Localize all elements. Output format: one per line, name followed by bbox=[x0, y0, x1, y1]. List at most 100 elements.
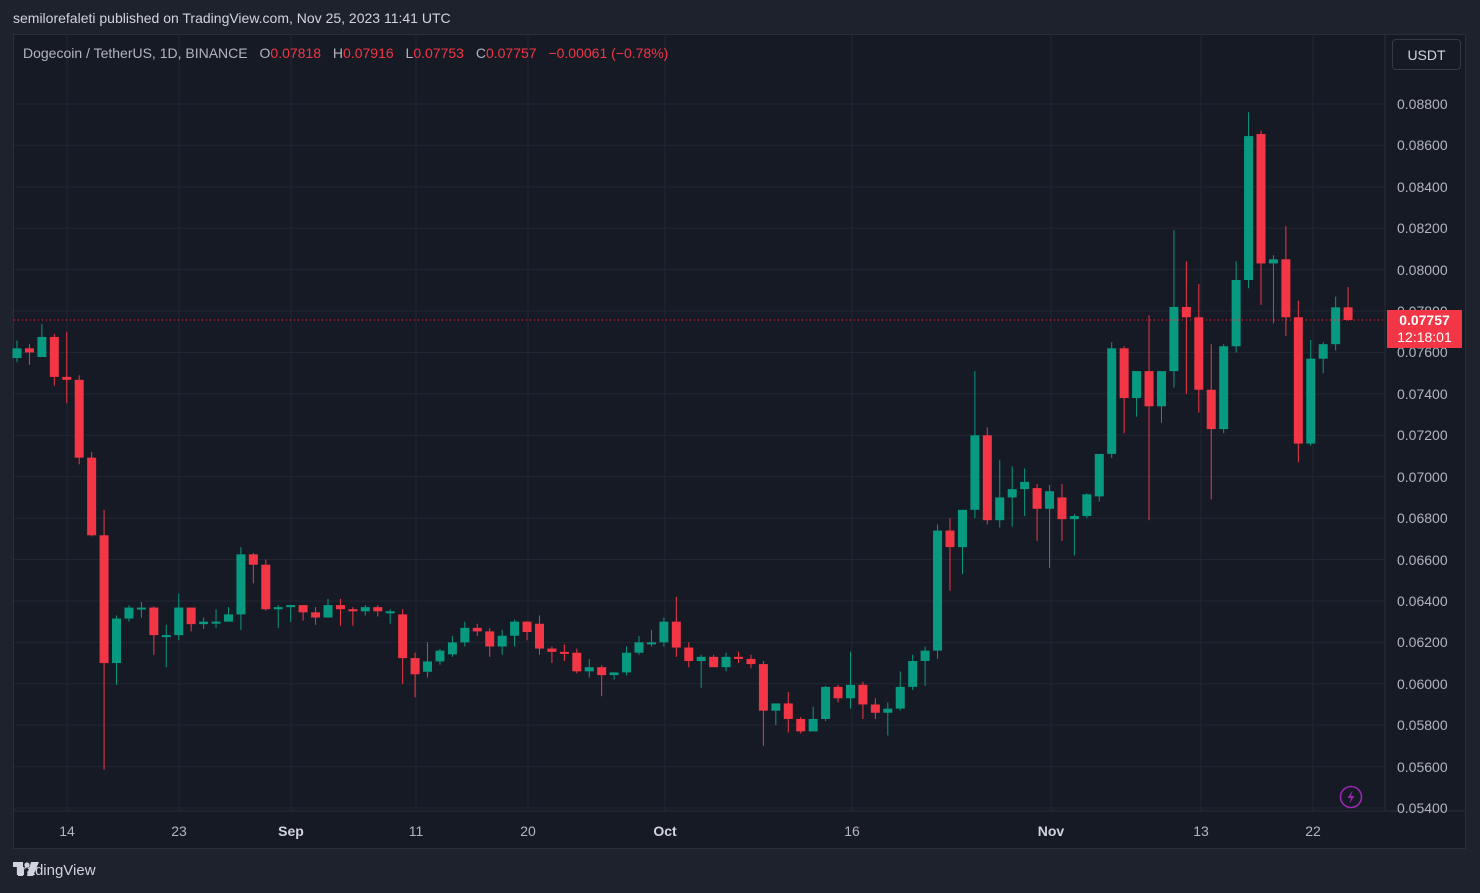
candle[interactable] bbox=[534, 615, 544, 655]
candle[interactable] bbox=[572, 648, 582, 674]
candle[interactable] bbox=[1331, 296, 1341, 351]
candle[interactable] bbox=[1256, 130, 1266, 305]
candle[interactable] bbox=[883, 702, 893, 736]
candle[interactable] bbox=[547, 646, 557, 664]
candle[interactable] bbox=[1132, 371, 1142, 417]
candle[interactable] bbox=[609, 672, 619, 680]
candle[interactable] bbox=[1156, 371, 1166, 423]
candle[interactable] bbox=[758, 660, 768, 746]
lightning-icon[interactable] bbox=[1339, 785, 1363, 809]
candle[interactable] bbox=[995, 460, 1005, 528]
candle[interactable] bbox=[87, 451, 97, 537]
candle[interactable] bbox=[62, 331, 72, 404]
candle[interactable] bbox=[423, 642, 433, 678]
candle[interactable] bbox=[1007, 466, 1017, 527]
candle[interactable] bbox=[597, 665, 607, 697]
candle[interactable] bbox=[646, 629, 656, 647]
candle[interactable] bbox=[696, 654, 706, 688]
candle[interactable] bbox=[870, 698, 880, 719]
candle[interactable] bbox=[460, 621, 470, 647]
candle[interactable] bbox=[186, 607, 196, 632]
candle[interactable] bbox=[659, 617, 669, 647]
candle[interactable] bbox=[311, 607, 321, 625]
candle[interactable] bbox=[808, 706, 818, 732]
candle[interactable] bbox=[982, 427, 992, 525]
candle[interactable] bbox=[99, 509, 109, 770]
candle[interactable] bbox=[12, 340, 22, 363]
candle[interactable] bbox=[1094, 453, 1104, 502]
candle[interactable] bbox=[1194, 284, 1204, 413]
candle[interactable] bbox=[1144, 315, 1154, 521]
candle[interactable] bbox=[174, 593, 184, 641]
candle[interactable] bbox=[323, 598, 333, 618]
candle[interactable] bbox=[286, 605, 296, 623]
candle[interactable] bbox=[721, 652, 731, 672]
tradingview-logo[interactable]: TradingView bbox=[13, 862, 96, 879]
candle[interactable] bbox=[1020, 468, 1030, 517]
candle[interactable] bbox=[1181, 261, 1191, 394]
candle[interactable] bbox=[1219, 344, 1229, 434]
candle[interactable] bbox=[112, 615, 122, 685]
candle[interactable] bbox=[161, 624, 171, 668]
candle[interactable] bbox=[273, 605, 283, 628]
candle[interactable] bbox=[385, 609, 395, 624]
candle[interactable] bbox=[410, 652, 420, 698]
candle[interactable] bbox=[796, 716, 806, 734]
symbol-title[interactable]: Dogecoin / TetherUS, 1D, BINANCE bbox=[23, 45, 248, 61]
candle[interactable] bbox=[1169, 230, 1179, 388]
candle[interactable] bbox=[136, 601, 146, 618]
candle[interactable] bbox=[485, 628, 495, 657]
candle[interactable] bbox=[833, 684, 843, 703]
candle[interactable] bbox=[1107, 342, 1117, 459]
candle[interactable] bbox=[1119, 346, 1129, 434]
candle[interactable] bbox=[522, 621, 532, 641]
candle[interactable] bbox=[970, 371, 980, 519]
candle[interactable] bbox=[1268, 255, 1278, 324]
candle[interactable] bbox=[298, 605, 308, 621]
candle[interactable] bbox=[398, 609, 408, 684]
currency-button[interactable]: USDT bbox=[1392, 39, 1461, 70]
candle[interactable] bbox=[1206, 344, 1216, 500]
candle[interactable] bbox=[373, 605, 383, 617]
candle[interactable] bbox=[933, 524, 943, 659]
candle[interactable] bbox=[1318, 342, 1328, 374]
candle[interactable] bbox=[783, 692, 793, 733]
candle[interactable] bbox=[945, 518, 955, 591]
candle[interactable] bbox=[634, 636, 644, 655]
candle[interactable] bbox=[510, 619, 520, 647]
candle[interactable] bbox=[771, 703, 781, 726]
candle[interactable] bbox=[435, 648, 445, 665]
candle[interactable] bbox=[447, 636, 457, 657]
candle[interactable] bbox=[746, 654, 756, 669]
candle[interactable] bbox=[1082, 493, 1092, 519]
candle[interactable] bbox=[684, 642, 694, 668]
candle[interactable] bbox=[1293, 300, 1303, 463]
candle[interactable] bbox=[335, 598, 345, 626]
candle[interactable] bbox=[845, 651, 855, 709]
candle[interactable] bbox=[199, 617, 209, 629]
candle[interactable] bbox=[124, 605, 134, 622]
candle[interactable] bbox=[895, 671, 905, 711]
chart-frame[interactable] bbox=[13, 34, 1466, 849]
candle[interactable] bbox=[584, 658, 594, 678]
candle[interactable] bbox=[348, 607, 358, 626]
candle[interactable] bbox=[360, 605, 370, 616]
candle[interactable] bbox=[261, 559, 271, 611]
candle[interactable] bbox=[1306, 340, 1316, 446]
candle[interactable] bbox=[74, 375, 84, 465]
candle[interactable] bbox=[37, 323, 47, 358]
candle[interactable] bbox=[472, 623, 482, 637]
candle[interactable] bbox=[709, 654, 719, 668]
candle[interactable] bbox=[1231, 261, 1241, 353]
candle[interactable] bbox=[1057, 483, 1067, 541]
candle[interactable] bbox=[1281, 226, 1291, 336]
candle[interactable] bbox=[957, 509, 967, 575]
candle[interactable] bbox=[908, 654, 918, 690]
candle[interactable] bbox=[1244, 112, 1254, 289]
candle[interactable] bbox=[821, 685, 831, 722]
candle[interactable] bbox=[734, 651, 744, 664]
candle[interactable] bbox=[236, 547, 246, 630]
candle[interactable] bbox=[858, 681, 868, 719]
candle[interactable] bbox=[497, 629, 507, 655]
candle[interactable] bbox=[211, 609, 221, 628]
